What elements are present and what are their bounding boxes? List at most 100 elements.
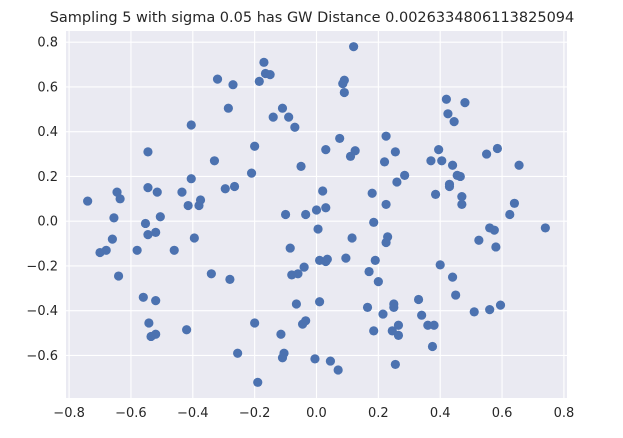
scatter-point: [268, 112, 278, 122]
scatter-point: [169, 245, 179, 255]
scatter-point: [314, 297, 325, 307]
scatter-point: [115, 194, 125, 204]
scatter-point: [321, 203, 331, 213]
scatter-point: [455, 171, 465, 182]
scatter-point: [434, 145, 444, 155]
y-tick-label: −0.6: [26, 349, 58, 364]
scatter-point: [325, 356, 336, 366]
y-tick-label: 0.2: [37, 170, 58, 185]
scatter-point: [277, 103, 288, 113]
scatter-point: [233, 348, 243, 358]
scatter-point: [83, 196, 93, 206]
scatter-point: [379, 157, 390, 167]
scatter-point: [144, 318, 154, 328]
scatter-point: [285, 243, 295, 253]
scatter-point: [140, 218, 151, 229]
scatter-point: [265, 70, 275, 80]
scatter-point: [335, 133, 345, 144]
scatter-point: [341, 253, 351, 263]
scatter-point: [301, 209, 311, 220]
scatter-point: [291, 299, 301, 309]
scatter-point: [451, 290, 461, 300]
scatter-point: [321, 145, 331, 155]
scatter-point: [417, 310, 427, 320]
scatter-point: [495, 300, 506, 310]
scatter-point: [347, 233, 357, 243]
scatter-point: [333, 365, 343, 375]
y-tick-label: 0.0: [37, 215, 58, 230]
scatter-point: [481, 149, 492, 159]
x-tick-label: −0.2: [239, 406, 271, 421]
scatter-point: [378, 309, 388, 319]
scatter-point: [313, 224, 323, 234]
scatter-point: [186, 174, 196, 184]
scatter-point: [151, 227, 161, 238]
scatter-point: [367, 188, 377, 198]
scatter-point: [426, 156, 436, 166]
scatter-point: [109, 213, 119, 223]
scatter-point: [229, 181, 240, 192]
scatter-point: [349, 42, 359, 52]
scatter-point: [457, 191, 467, 202]
scatter-point: [393, 320, 404, 330]
scatter-point: [369, 326, 379, 336]
scatter-point: [370, 255, 380, 265]
scatter-point: [276, 329, 286, 339]
scatter-point: [447, 160, 458, 170]
scatter-point: [299, 262, 309, 272]
scatter-point: [290, 122, 300, 132]
scatter-point: [186, 120, 196, 130]
scatter-point: [259, 57, 269, 67]
scatter-point: [339, 87, 349, 98]
scatter-point: [132, 245, 142, 255]
scatter-point: [311, 205, 322, 215]
scatter-point: [364, 266, 374, 277]
scatter-point: [381, 199, 391, 210]
scatter-point: [413, 294, 424, 305]
scatter-point: [322, 254, 332, 264]
scatter-point: [392, 177, 402, 187]
scatter-point: [101, 245, 111, 255]
scatter-point: [447, 272, 458, 282]
scatter-point: [460, 98, 470, 108]
scatter-point: [225, 274, 235, 284]
scatter-point: [469, 307, 479, 317]
scatter-point: [250, 318, 260, 328]
y-tick-label: 0.6: [37, 80, 58, 95]
x-tick-label: −0.6: [115, 406, 147, 421]
scatter-point: [223, 103, 233, 113]
scatter-point: [246, 168, 257, 178]
scatter-point: [143, 147, 153, 157]
data-points: [83, 42, 550, 387]
scatter-point: [138, 292, 148, 302]
y-tick-label: −0.2: [26, 259, 58, 274]
scatter-point: [457, 199, 467, 210]
scatter-point: [509, 198, 520, 208]
x-axis-ticks: −0.8 −0.6 −0.4 −0.2 0.0 0.2 0.4 0.6 0.8: [53, 406, 574, 421]
scatter-point: [280, 209, 291, 220]
x-tick-label: 0.2: [368, 406, 389, 421]
x-tick-label: 0.4: [430, 406, 451, 421]
scatter-point: [212, 74, 223, 84]
scatter-point: [389, 299, 399, 309]
scatter-point: [491, 242, 501, 252]
scatter-point: [155, 212, 165, 222]
scatter-point: [151, 329, 161, 339]
scatter-point: [437, 156, 447, 166]
x-tick-label: −0.8: [53, 406, 85, 421]
scatter-point: [182, 325, 192, 335]
scatter-point: [540, 223, 550, 233]
scatter-point: [189, 233, 199, 243]
scatter-point: [143, 230, 153, 240]
scatter-point: [151, 296, 161, 306]
scatter-point: [220, 184, 230, 194]
scatter-point: [107, 234, 117, 244]
scatter-point: [383, 232, 393, 242]
scatter-point: [253, 377, 263, 387]
scatter-point: [393, 330, 404, 340]
scatter-point: [485, 305, 495, 315]
scatter-point: [429, 320, 439, 330]
scatter-point: [195, 195, 206, 205]
scatter-point: [400, 170, 410, 180]
scatter-point: [177, 187, 187, 197]
